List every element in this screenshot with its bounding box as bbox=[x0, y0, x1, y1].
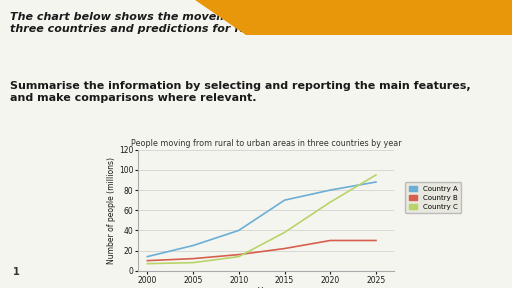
Country A bbox=[144, 255, 151, 258]
Country C bbox=[373, 173, 379, 177]
Country A bbox=[282, 198, 288, 202]
Title: People moving from rural to urban areas in three countries by year: People moving from rural to urban areas … bbox=[131, 139, 401, 147]
Country B bbox=[190, 257, 196, 260]
Country A bbox=[327, 188, 333, 192]
Country C bbox=[327, 200, 333, 204]
Country B bbox=[144, 259, 151, 262]
Y-axis label: Number of people (millions): Number of people (millions) bbox=[107, 157, 116, 264]
Country A bbox=[236, 229, 242, 232]
Text: Summarise the information by selecting and reporting the main features,
and make: Summarise the information by selecting a… bbox=[10, 81, 471, 103]
Country A bbox=[190, 244, 196, 247]
Line: Country A: Country A bbox=[147, 182, 376, 257]
Country A bbox=[373, 180, 379, 184]
Country C bbox=[144, 262, 151, 266]
Country C bbox=[190, 261, 196, 264]
Country B bbox=[282, 247, 288, 250]
Country B bbox=[327, 239, 333, 242]
Country B bbox=[236, 253, 242, 256]
X-axis label: Year: Year bbox=[258, 287, 275, 288]
Legend: Country A, Country B, Country C: Country A, Country B, Country C bbox=[406, 182, 461, 213]
Line: Country C: Country C bbox=[147, 175, 376, 264]
Country C bbox=[236, 255, 242, 258]
Text: 1: 1 bbox=[13, 267, 20, 277]
Line: Country B: Country B bbox=[147, 240, 376, 261]
Country B bbox=[373, 239, 379, 242]
Text: The chart below shows the movement of people from rural to urban areas in
three : The chart below shows the movement of pe… bbox=[10, 12, 491, 34]
Country C bbox=[282, 231, 288, 234]
